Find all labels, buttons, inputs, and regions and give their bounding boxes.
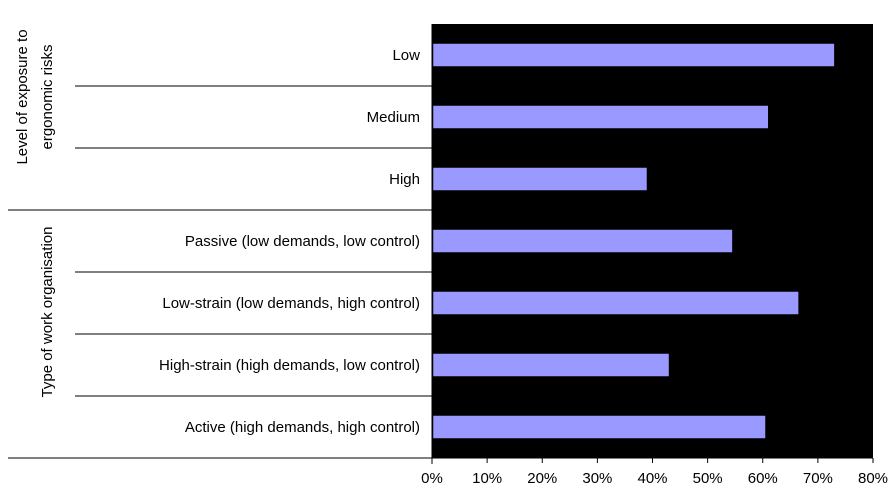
bar	[432, 291, 799, 315]
bar	[432, 105, 769, 129]
x-tick-label: 70%	[803, 470, 833, 487]
bar	[432, 353, 670, 377]
category-label: Low-strain (low demands, high control)	[162, 295, 420, 312]
bar	[432, 415, 766, 439]
group-label: Level of exposure to	[14, 29, 31, 164]
category-label: Low	[392, 47, 420, 64]
group-label: ergonomic risks	[39, 44, 56, 149]
x-tick-labels: 0% 10% 20% 30% 40% 50% 60% 70% 80%	[421, 470, 888, 487]
x-tick-label: 50%	[693, 470, 723, 487]
category-label: Active (high demands, high control)	[185, 419, 420, 436]
bar	[432, 229, 733, 253]
x-tick-label: 40%	[637, 470, 667, 487]
x-tick-label: 10%	[472, 470, 502, 487]
category-label: High	[389, 171, 420, 188]
x-tick-label: 60%	[748, 470, 778, 487]
x-tick-label: 20%	[527, 470, 557, 487]
category-label: Passive (low demands, low control)	[185, 233, 420, 250]
bar	[432, 167, 648, 191]
x-tick-label: 30%	[582, 470, 612, 487]
axis-lines	[8, 24, 874, 464]
category-label: High-strain (high demands, low control)	[159, 357, 420, 374]
x-tick-label: 80%	[858, 470, 888, 487]
group-label: Type of work organisation	[39, 227, 56, 398]
category-labels: Low Medium High Passive (low demands, low c…	[159, 47, 420, 436]
bars	[432, 43, 835, 439]
group-labels: Level of exposure to ergonomic risks Type …	[14, 29, 56, 397]
category-label: Medium	[367, 109, 420, 126]
bar	[432, 43, 835, 67]
x-tick-label: 0%	[421, 470, 443, 487]
